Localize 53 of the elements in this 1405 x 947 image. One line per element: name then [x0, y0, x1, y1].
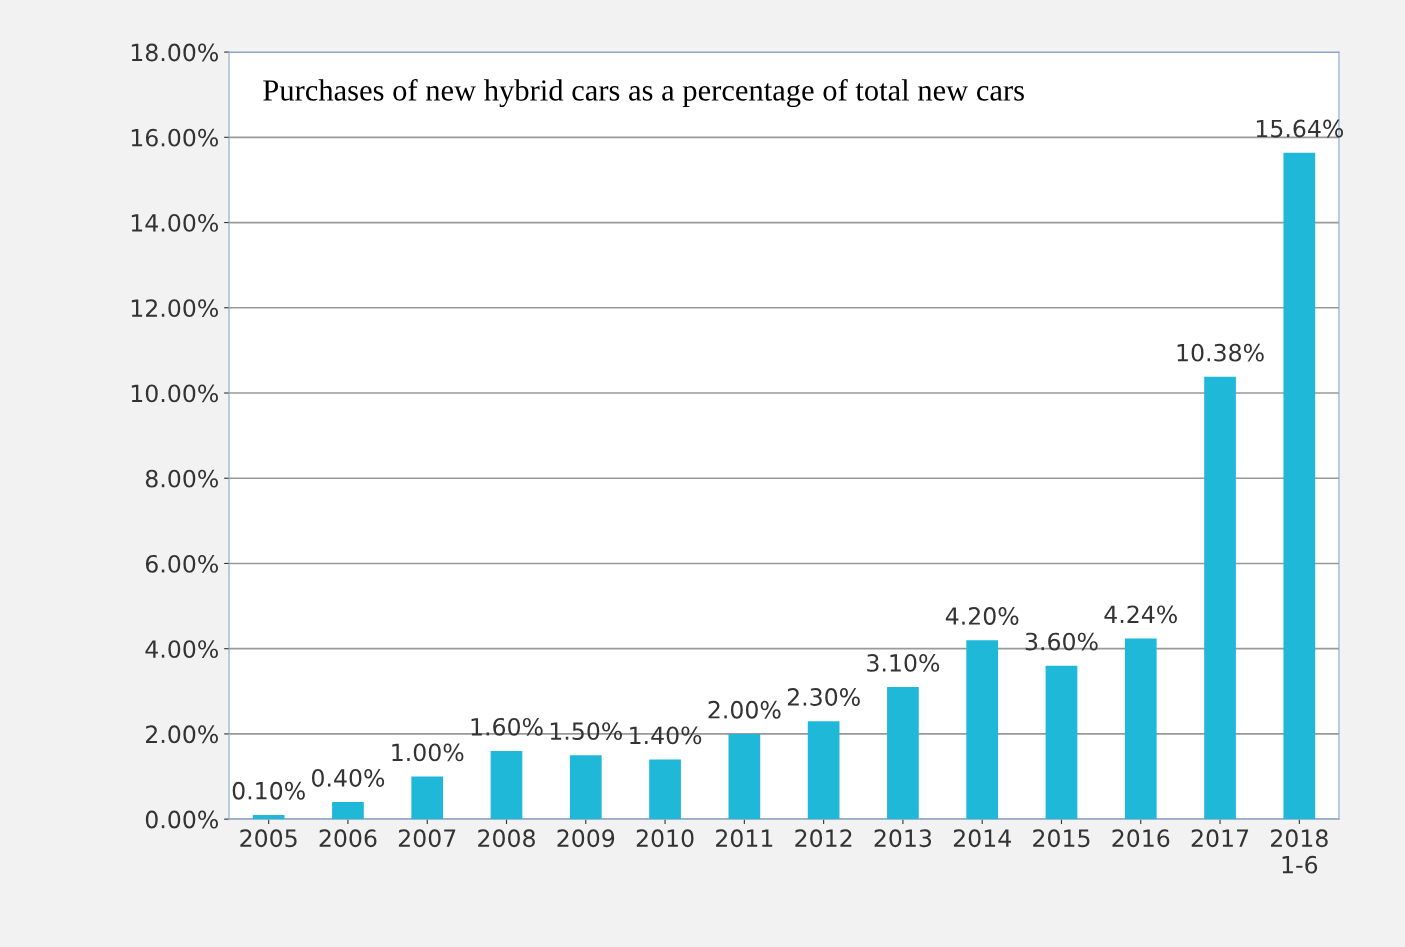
- data-label: 4.20%: [945, 607, 1019, 625]
- y-tick-label: 10.00%: [131, 384, 218, 403]
- bar: [490, 750, 523, 820]
- bar: [569, 755, 602, 820]
- data-label: 1.40%: [630, 726, 702, 745]
- x-tick-label: 2015: [1033, 829, 1090, 848]
- bar: [1124, 638, 1157, 820]
- x-tick-label: 2011: [716, 829, 773, 848]
- y-tick-label: 6.00%: [145, 554, 218, 573]
- y-tick-label: 0.00%: [145, 810, 218, 829]
- data-label: 4.24%: [1104, 605, 1177, 624]
- data-label: 2.30%: [787, 688, 860, 706]
- bar: [966, 640, 999, 820]
- bar: [411, 776, 444, 820]
- y-tick-label: 4.00%: [145, 640, 218, 658]
- bar: [887, 687, 919, 820]
- x-tick-label: 2007: [398, 829, 456, 848]
- text: Purchases of new hybrid cars as a percentage of total new cars: [263, 78, 1024, 108]
- y-tick-label: 8.00%: [145, 469, 218, 488]
- data-label: 1.50%: [550, 722, 622, 740]
- bar: [1045, 665, 1078, 820]
- data-label: 15.64%: [1256, 119, 1344, 138]
- x-tick-label: 2018 1-6: [1271, 829, 1328, 874]
- data-label: 3.60%: [1025, 632, 1098, 651]
- x-tick-label: 2014: [953, 829, 1011, 848]
- x-tick-label: 2012: [795, 829, 852, 848]
- bar: [807, 721, 840, 820]
- data-label: 1.00%: [392, 743, 464, 762]
- bar: [728, 733, 761, 820]
- x-tick-label: 2006: [319, 829, 377, 848]
- y-tick-label: 12.00%: [131, 299, 218, 318]
- data-label: 0.40%: [311, 769, 385, 787]
- data-label: 1.60%: [471, 717, 543, 736]
- x-tick-label: 2005: [240, 829, 297, 848]
- x-tick-label: 2010: [636, 829, 694, 848]
- bar: [252, 814, 285, 820]
- y-tick-label: 16.00%: [131, 128, 218, 147]
- bar: [1283, 152, 1316, 820]
- data-label: 10.38%: [1177, 343, 1264, 362]
- bar: [1204, 376, 1236, 820]
- x-tick-label: 2009: [557, 829, 615, 848]
- data-label: 3.10%: [867, 653, 940, 672]
- data-label: 2.00%: [708, 700, 781, 719]
- y-tick-label: 2.00%: [146, 725, 218, 744]
- x-tick-label: 2008: [478, 829, 535, 848]
- x-tick-label: 2013: [874, 829, 932, 848]
- y-tick-label: 14.00%: [131, 213, 218, 232]
- x-tick-label: 2016: [1112, 829, 1170, 848]
- x-tick-label: 2017: [1191, 829, 1249, 848]
- bar: [649, 759, 681, 820]
- bar: [332, 802, 364, 820]
- y-tick-label: 18.00%: [131, 43, 218, 62]
- data-label: 0.10%: [232, 781, 305, 800]
